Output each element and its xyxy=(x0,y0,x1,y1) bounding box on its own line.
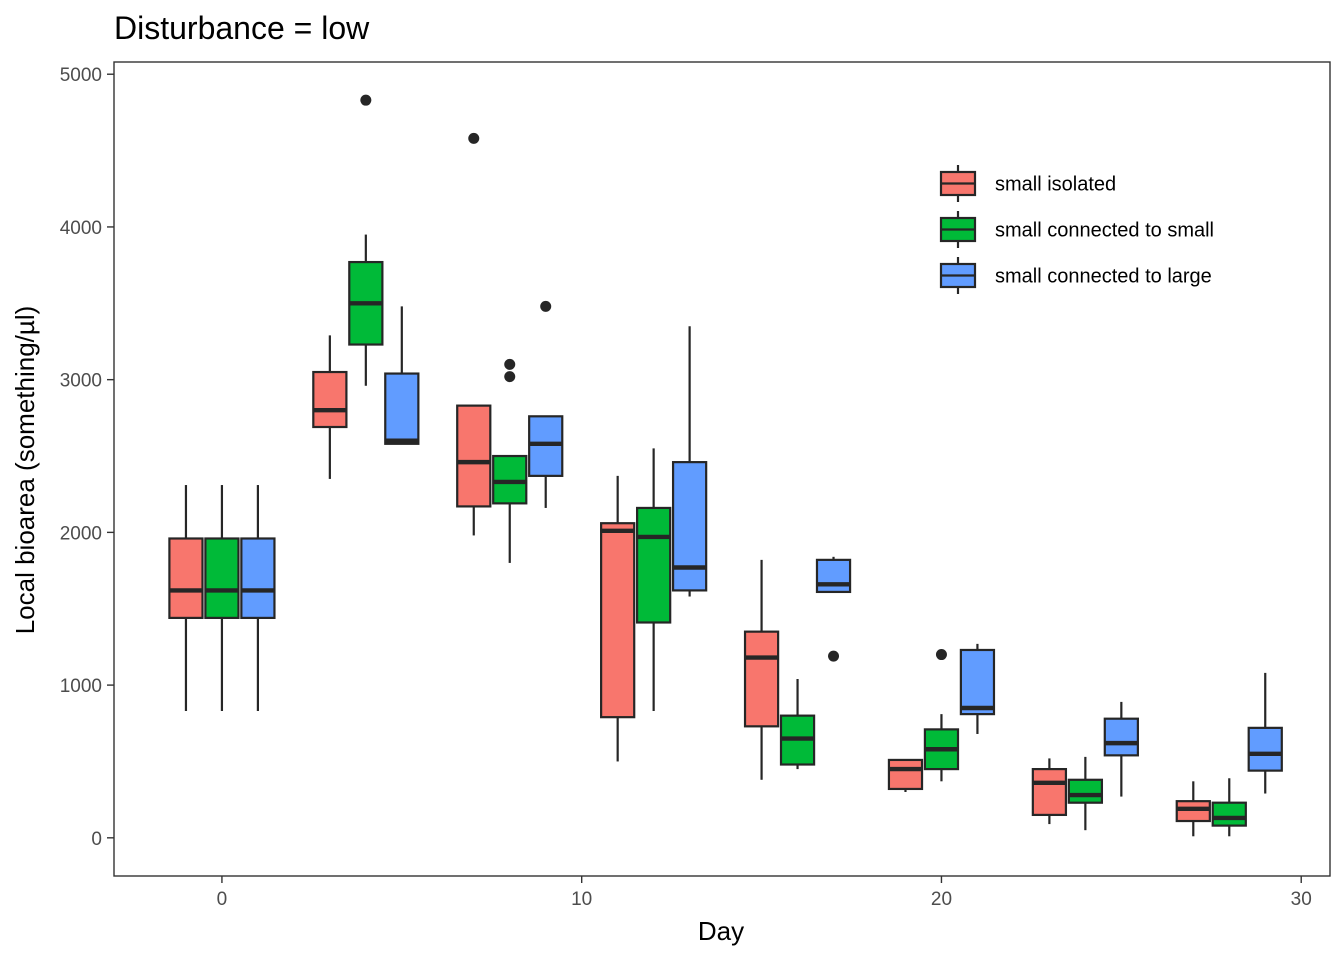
box-1-1 xyxy=(348,94,384,386)
box-2-1 xyxy=(384,306,420,445)
box-iqr xyxy=(456,404,492,508)
x-axis-title: Day xyxy=(698,916,744,946)
outlier-point-0 xyxy=(828,650,840,662)
x-tick-label: 0 xyxy=(217,889,228,910)
outlier-point-0 xyxy=(504,358,516,370)
box-iqr xyxy=(635,506,672,624)
box-1-7 xyxy=(1211,778,1247,837)
legend-label: small isolated xyxy=(995,174,1116,196)
y-tick-label: 2000 xyxy=(60,523,102,544)
plot-panel xyxy=(113,61,1331,877)
y-tick-label: 0 xyxy=(91,829,102,850)
box-iqr xyxy=(492,454,528,505)
legend: small isolated small connected to small sm… xyxy=(939,165,1214,294)
outlier-point-1 xyxy=(504,371,516,383)
box-iqr xyxy=(1247,726,1283,772)
x-axis: 0 10 20 30 xyxy=(217,876,1312,910)
box-iqr xyxy=(384,372,420,445)
y-tick-label: 4000 xyxy=(60,218,102,239)
box-1-2 xyxy=(492,358,528,563)
box-0-1 xyxy=(312,335,348,479)
box-1-6 xyxy=(1067,756,1104,831)
legend-item-0: small isolated xyxy=(939,165,1116,202)
box-iqr xyxy=(1103,717,1139,757)
outlier-point-0 xyxy=(360,94,372,106)
box-1-5 xyxy=(923,649,960,782)
box-iqr xyxy=(204,537,240,620)
legend-item-1: small connected to small xyxy=(939,211,1214,248)
box-0-7 xyxy=(1175,781,1211,837)
chart-title: Disturbance = low xyxy=(114,10,370,46)
y-axis-title: Local bioarea (something/µl) xyxy=(10,306,40,635)
box-2-0 xyxy=(240,485,276,712)
box-iqr xyxy=(959,648,996,716)
box-2-7 xyxy=(1247,672,1283,794)
outlier-point-0 xyxy=(468,132,480,144)
x-tick-label: 10 xyxy=(571,889,592,910)
y-axis: 0 1000 2000 3000 4000 5000 xyxy=(60,65,114,850)
legend-label: small connected to small xyxy=(995,220,1214,242)
box-iqr xyxy=(887,758,924,791)
box-iqr xyxy=(815,558,852,594)
box-1-4 xyxy=(779,678,816,770)
outlier-point-0 xyxy=(540,300,552,312)
box-iqr xyxy=(1067,778,1104,804)
legend-label: small connected to large xyxy=(995,266,1212,288)
box-iqr xyxy=(743,630,780,728)
box-2-5 xyxy=(959,643,996,734)
box-iqr xyxy=(240,537,276,620)
box-iqr xyxy=(671,461,708,592)
box-2-4 xyxy=(815,556,852,662)
box-1-3 xyxy=(635,448,672,712)
legend-item-2: small connected to large xyxy=(939,257,1212,294)
box-2-6 xyxy=(1103,701,1139,797)
box-iqr xyxy=(528,415,564,477)
box-1-0 xyxy=(204,485,240,712)
box-iqr xyxy=(168,537,204,620)
x-tick-label: 30 xyxy=(1291,889,1312,910)
box-iqr xyxy=(1031,767,1068,817)
box-2-2 xyxy=(528,300,564,508)
box-0-0 xyxy=(168,485,204,712)
box-iqr xyxy=(1211,801,1247,827)
box-iqr xyxy=(600,522,636,719)
box-0-2 xyxy=(456,132,492,536)
plot-marks xyxy=(168,94,1283,837)
box-iqr xyxy=(1175,800,1211,823)
y-tick-label: 5000 xyxy=(60,65,102,86)
y-tick-label: 3000 xyxy=(60,371,102,392)
x-tick-label: 20 xyxy=(931,889,952,910)
outlier-point-0 xyxy=(935,649,947,661)
y-tick-label: 1000 xyxy=(60,676,102,697)
box-0-6 xyxy=(1031,758,1068,825)
box-iqr xyxy=(312,370,348,429)
box-0-4 xyxy=(743,559,780,780)
box-0-5 xyxy=(887,758,924,793)
box-0-3 xyxy=(600,475,636,762)
box-2-3 xyxy=(671,326,708,597)
